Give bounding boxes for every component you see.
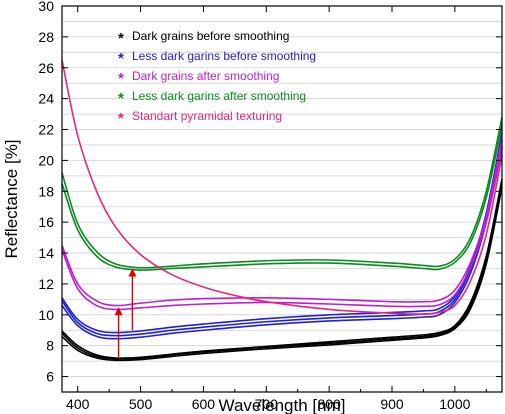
series-4-curve-0 xyxy=(61,59,503,315)
y-tick-label: 10 xyxy=(38,307,54,323)
series-3-curve-1 xyxy=(61,124,503,271)
legend-marker-0: * xyxy=(118,30,124,47)
x-tick-label: 900 xyxy=(380,396,404,412)
series-0-curve-2 xyxy=(61,186,503,362)
x-axis-label: Wavelength [nm] xyxy=(219,396,346,414)
y-tick-label: 14 xyxy=(38,245,54,261)
annotation-arrows xyxy=(114,268,137,359)
legend-marker-4: * xyxy=(118,110,124,127)
y-tick-label: 22 xyxy=(38,122,54,138)
legend-marker-3: * xyxy=(118,90,124,107)
series-0-curve-1 xyxy=(61,181,503,360)
y-axis-label: Reflectance [%] xyxy=(2,139,21,258)
annotation-arrow-0 xyxy=(114,307,123,359)
y-tick-label: 8 xyxy=(46,338,54,354)
legend-marker-1: * xyxy=(118,50,124,67)
y-tick-label: 30 xyxy=(38,0,54,14)
y-tick-label: 6 xyxy=(46,369,54,385)
legend: * Dark grains before smoothing * Less dark … xyxy=(118,29,316,127)
legend-entry-0: Dark grains before smoothing xyxy=(132,29,289,43)
series-1-curve-1 xyxy=(61,140,503,337)
legend-entry-4: Standart pyramidal texturing xyxy=(132,109,282,123)
x-tick-label: 500 xyxy=(129,396,153,412)
legend-marker-2: * xyxy=(118,70,124,87)
y-tick-label: 12 xyxy=(38,276,54,292)
y-tick-label: 20 xyxy=(38,152,54,168)
y-tick-label: 16 xyxy=(38,214,54,230)
legend-entry-3: Less dark garins after smoothing xyxy=(132,89,306,103)
y-tick-label: 18 xyxy=(38,183,54,199)
x-tick-label: 1000 xyxy=(439,396,470,412)
legend-entry-2: Dark grains after smoothing xyxy=(132,69,279,83)
series-2-curve-1 xyxy=(61,146,503,311)
data-curves xyxy=(61,59,503,362)
x-tick-label: 800 xyxy=(317,396,341,412)
series-2-curve-0 xyxy=(61,138,503,307)
series-3-curve-0 xyxy=(61,117,503,269)
series-1-curve-2 xyxy=(61,147,503,340)
annotation-arrow-1 xyxy=(128,268,137,331)
x-tick-label: 700 xyxy=(255,396,279,412)
plot-frame xyxy=(61,5,503,393)
legend-entry-1: Less dark garins before smoothing xyxy=(132,49,316,63)
y-tick-label: 26 xyxy=(38,60,54,76)
y-tick-label: 24 xyxy=(38,91,54,107)
y-tick-label: 28 xyxy=(38,29,54,45)
axis-ticks: 400 500 600 700 800 900 1000 6 8 10 12 14 16 18 20 22 24… xyxy=(38,0,502,412)
x-tick-label: 600 xyxy=(192,396,216,412)
x-tick-label: 400 xyxy=(66,396,90,412)
series-0-curve-0 xyxy=(61,178,503,359)
